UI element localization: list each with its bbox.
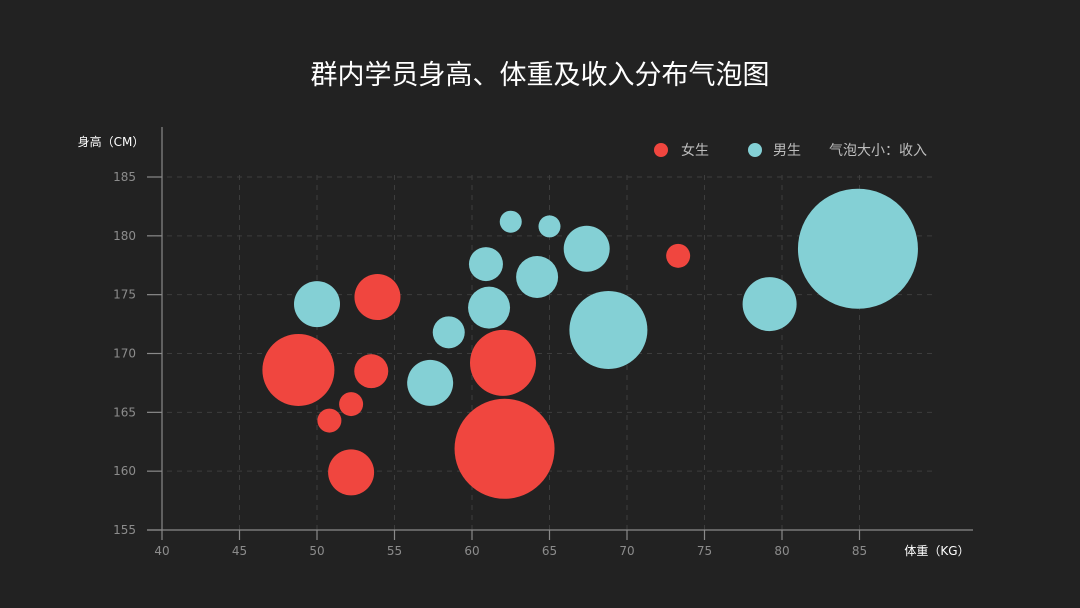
bubble-male-7 — [538, 215, 561, 238]
y-tick-label-155: 155 — [113, 523, 136, 537]
x-tick-label-70: 70 — [619, 544, 634, 558]
bubble-male-4 — [468, 286, 511, 329]
axes-layer: 155 160 165 170 175 180 185 40 45 50 55 60 65 70 75 80 8… — [113, 127, 973, 558]
y-tick-label-170: 170 — [113, 347, 136, 361]
x-tick-label-85: 85 — [852, 544, 867, 558]
x-tick-label-65: 65 — [542, 544, 557, 558]
bubble-female-2 — [339, 392, 364, 417]
bubble-male-2 — [432, 316, 465, 349]
bubble-male-10 — [742, 277, 797, 332]
bubble-female-6 — [470, 329, 536, 396]
bubble-male-5 — [499, 210, 522, 233]
bubble-male-9 — [569, 290, 648, 369]
bubble-male-8 — [563, 225, 610, 272]
bubble-male-0 — [294, 281, 340, 328]
x-axis-label: 体重（KG） — [904, 544, 969, 558]
x-tick-label-45: 45 — [232, 544, 247, 558]
y-tick-label-165: 165 — [113, 405, 136, 419]
bubble-male-6 — [516, 256, 559, 299]
legend-swatch-female — [654, 143, 668, 157]
bubble-female-4 — [354, 354, 389, 389]
y-tick-label-185: 185 — [113, 170, 136, 184]
y-axis-label: 身高（CM） — [78, 134, 145, 149]
chart-title: 群内学员身高、体重及收入分布气泡图 — [311, 60, 770, 91]
x-tick-label-60: 60 — [464, 544, 479, 558]
bubble-male-1 — [407, 359, 454, 406]
bubble-male-3 — [468, 247, 503, 282]
bubble-layer — [262, 188, 918, 499]
x-tick-label-80: 80 — [774, 544, 789, 558]
x-tick-label-75: 75 — [697, 544, 712, 558]
x-tick-label-50: 50 — [309, 544, 324, 558]
y-tick-label-180: 180 — [113, 229, 136, 243]
legend-swatch-male — [748, 143, 762, 157]
bubble-female-8 — [666, 243, 691, 268]
bubble-female-7 — [454, 398, 555, 499]
bubble-female-1 — [317, 408, 342, 433]
legend-label-female: 女生 — [681, 142, 709, 159]
x-tick-label-55: 55 — [387, 544, 402, 558]
y-tick-label-175: 175 — [113, 288, 136, 302]
bubble-female-0 — [262, 333, 335, 406]
bubble-male-11 — [797, 188, 918, 309]
bubble-female-3 — [328, 449, 375, 496]
legend-label-male: 男生 — [773, 143, 801, 159]
legend-size-note: 气泡大小：收入 — [829, 143, 927, 159]
x-tick-label-40: 40 — [154, 544, 169, 558]
y-tick-label-160: 160 — [113, 464, 136, 478]
legend: 女生 男生 气泡大小：收入 — [654, 142, 927, 159]
bubble-female-5 — [354, 274, 401, 321]
